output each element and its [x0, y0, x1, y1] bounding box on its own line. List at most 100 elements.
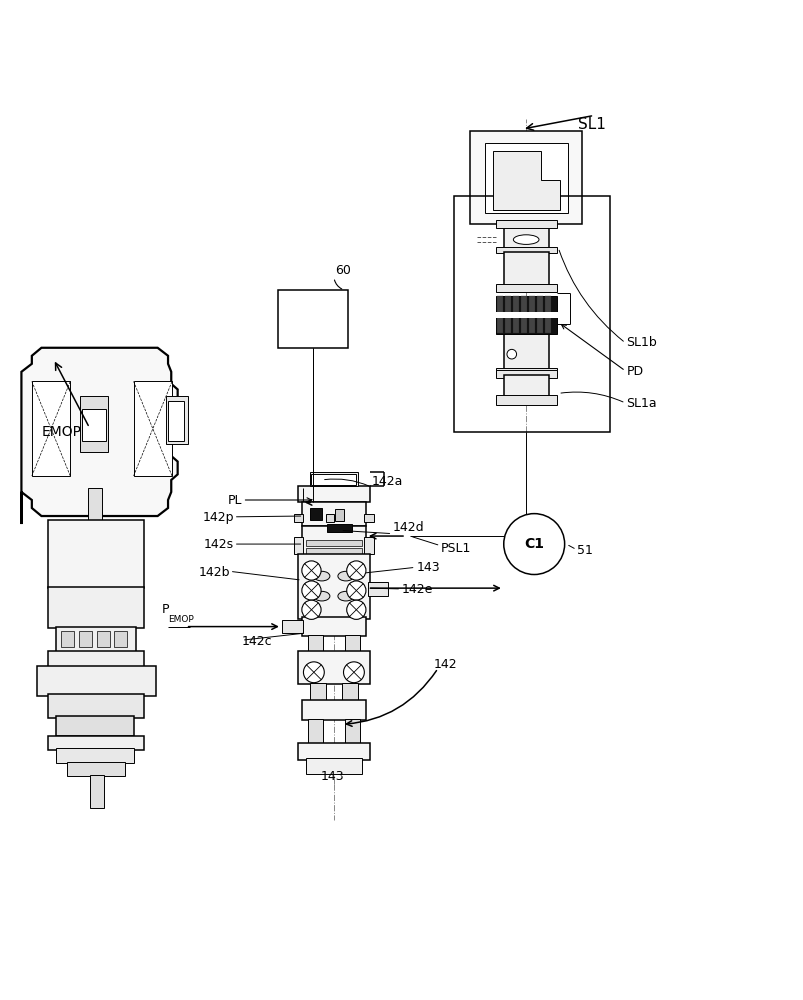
- Bar: [503, 333, 548, 372]
- Text: 143: 143: [416, 561, 439, 574]
- Text: C1: C1: [524, 537, 544, 551]
- Bar: [495, 370, 556, 378]
- Bar: [309, 472, 357, 486]
- Circle shape: [346, 600, 365, 619]
- Bar: [89, 775, 104, 808]
- Circle shape: [70, 526, 121, 578]
- Text: 142a: 142a: [371, 475, 402, 488]
- Bar: [495, 220, 556, 228]
- Bar: [308, 719, 322, 744]
- Bar: [293, 514, 303, 522]
- Bar: [301, 700, 365, 720]
- Bar: [305, 540, 361, 546]
- Text: 142s: 142s: [203, 538, 234, 551]
- Bar: [495, 317, 556, 334]
- Bar: [133, 381, 172, 476]
- Bar: [496, 296, 503, 313]
- Bar: [341, 683, 357, 702]
- Bar: [79, 631, 92, 647]
- Bar: [528, 317, 534, 333]
- Text: EMOP: EMOP: [168, 615, 194, 624]
- Circle shape: [303, 662, 324, 683]
- Bar: [309, 508, 321, 520]
- Bar: [495, 296, 556, 313]
- Bar: [364, 537, 373, 554]
- Bar: [32, 381, 70, 476]
- Text: 51: 51: [576, 544, 592, 557]
- Circle shape: [67, 620, 83, 636]
- Bar: [311, 474, 356, 485]
- Bar: [309, 683, 325, 702]
- Bar: [367, 582, 387, 596]
- Bar: [544, 317, 550, 333]
- Text: 60: 60: [334, 264, 350, 277]
- Bar: [544, 296, 550, 313]
- Bar: [520, 317, 526, 333]
- Bar: [335, 509, 343, 521]
- Circle shape: [79, 536, 112, 568]
- Bar: [495, 284, 556, 292]
- Bar: [504, 317, 511, 333]
- Bar: [364, 514, 373, 522]
- Bar: [504, 296, 511, 313]
- Bar: [344, 635, 359, 652]
- Text: PD: PD: [626, 365, 642, 378]
- Bar: [88, 488, 102, 524]
- Text: SL1b: SL1b: [626, 336, 656, 349]
- Text: SL1: SL1: [577, 117, 605, 132]
- Text: 142: 142: [434, 658, 457, 671]
- Circle shape: [503, 514, 564, 575]
- Text: 142b: 142b: [198, 566, 230, 579]
- Text: PL: PL: [227, 493, 242, 506]
- Bar: [484, 143, 567, 213]
- Bar: [325, 514, 333, 522]
- Bar: [495, 395, 556, 405]
- Bar: [81, 409, 105, 441]
- Text: 142p: 142p: [202, 511, 234, 524]
- Bar: [61, 631, 74, 647]
- Bar: [495, 368, 556, 376]
- Circle shape: [346, 581, 365, 600]
- Bar: [494, 312, 557, 318]
- Bar: [48, 736, 144, 750]
- Bar: [67, 762, 124, 776]
- Bar: [503, 375, 548, 397]
- Bar: [114, 631, 127, 647]
- Bar: [301, 502, 365, 526]
- Bar: [297, 743, 369, 760]
- Bar: [301, 617, 365, 636]
- Bar: [38, 666, 156, 696]
- Bar: [512, 317, 518, 333]
- Bar: [536, 296, 542, 313]
- Bar: [327, 524, 351, 532]
- Bar: [165, 396, 188, 444]
- Bar: [301, 526, 365, 556]
- Text: SL1a: SL1a: [626, 397, 656, 410]
- Circle shape: [343, 662, 364, 683]
- Bar: [297, 486, 369, 502]
- Circle shape: [507, 349, 516, 359]
- Bar: [496, 317, 503, 333]
- Bar: [344, 719, 359, 744]
- Bar: [278, 290, 348, 348]
- Polygon shape: [22, 348, 177, 524]
- Circle shape: [99, 614, 128, 643]
- Bar: [503, 252, 548, 288]
- Bar: [168, 401, 184, 441]
- Text: 142d: 142d: [392, 521, 423, 534]
- Bar: [454, 196, 609, 432]
- Bar: [528, 296, 534, 313]
- Bar: [503, 221, 548, 252]
- Circle shape: [105, 620, 121, 636]
- Bar: [48, 520, 144, 588]
- Ellipse shape: [313, 591, 329, 601]
- Bar: [293, 537, 303, 554]
- Text: 143: 143: [320, 770, 344, 783]
- Text: PSL1: PSL1: [440, 542, 471, 555]
- Bar: [282, 620, 303, 633]
- Bar: [536, 317, 542, 333]
- Ellipse shape: [313, 571, 329, 581]
- Bar: [48, 694, 144, 718]
- Circle shape: [301, 561, 320, 580]
- Ellipse shape: [513, 235, 538, 244]
